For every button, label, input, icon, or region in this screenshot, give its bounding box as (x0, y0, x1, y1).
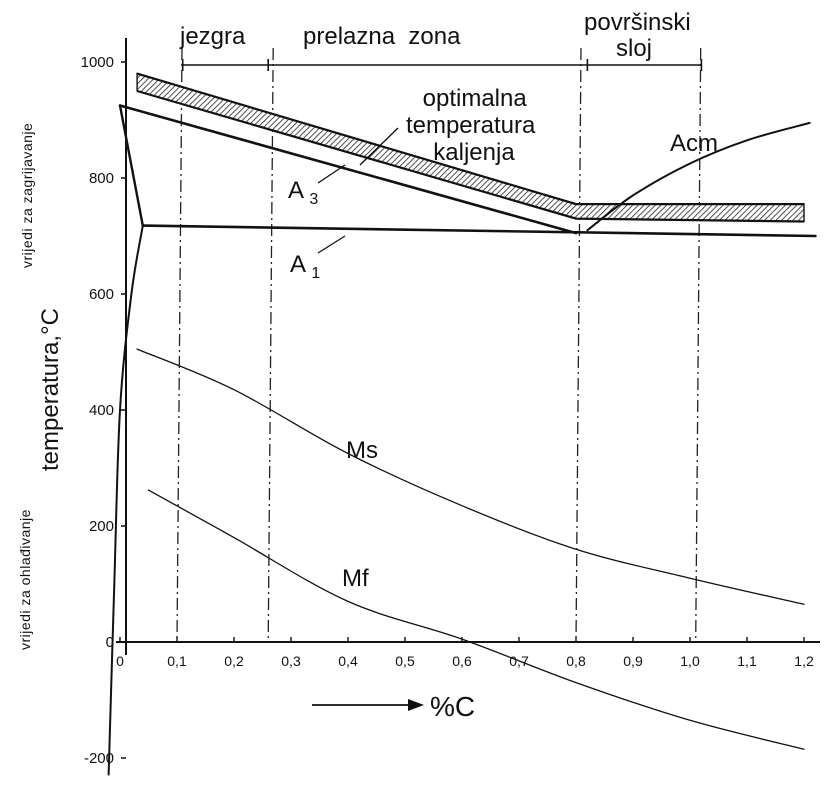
zone-label-prelazna-zona: prelazna zona (303, 23, 461, 50)
series-line-a1 (141, 224, 817, 238)
a3-leader (317, 164, 346, 184)
series-line-a3 (118, 104, 578, 235)
series-label-acm: Acm (670, 130, 718, 157)
zone-divider-3 (695, 47, 702, 643)
x-tick-label-2: 0,2 (224, 653, 244, 669)
series-label-mf: Mf (342, 565, 369, 592)
series-label-a3: A 3 (288, 177, 318, 208)
y-tick-label-2: 600 (89, 286, 114, 303)
x-tick-label-4: 0,4 (338, 653, 358, 669)
x-tick-label-8: 0,8 (566, 653, 586, 669)
y-side-label-heating: vrijedi za zagrijavanje (19, 123, 35, 268)
x-tick-label-9: 0,9 (623, 653, 643, 669)
y-tick-label-5: 0 (106, 634, 114, 651)
zone-label-sloj: sloj (616, 35, 652, 62)
zone-label-jezgra: jezgra (179, 23, 246, 50)
optimal-hardening-band (136, 72, 805, 223)
optimal-band-leader (359, 127, 399, 166)
series-line-acm (586, 121, 811, 232)
optimal-band-lower (136, 89, 805, 223)
x-tick-label-1: 0,1 (167, 653, 187, 669)
x-tick-label-6: 0,6 (452, 653, 472, 669)
labels (317, 164, 346, 254)
x-tick-label-5: 0,5 (395, 653, 415, 669)
x-tick-label-11: 1,1 (737, 653, 757, 669)
zone-label-povrsinski: površinski (584, 9, 691, 36)
y-axis-title: temperatura,°C (37, 308, 64, 471)
y-side-label-cooling: vrijedi za ohlađivanje (17, 509, 33, 650)
x-tick-label-0: 0 (116, 653, 124, 669)
optimal-band-upper (136, 72, 804, 206)
y-tick-label-6: -200 (84, 750, 114, 767)
optimal-band-label: optimalna temperatura kaljenja (406, 85, 542, 166)
x-axis-title-arrowhead (408, 699, 424, 711)
series-label-a1: A 1 (290, 251, 320, 282)
boundary-line-1 (107, 225, 144, 776)
series-line-ms (136, 348, 805, 605)
y-tick-label-1: 800 (89, 170, 114, 187)
boundary-line-0 (118, 105, 144, 226)
y-tick-label-4: 200 (89, 518, 114, 535)
y-tick-label-0: 1000 (81, 54, 114, 71)
x-tick-label-3: 0,3 (281, 653, 301, 669)
series-line-mf (147, 489, 805, 750)
zone-divider-2 (575, 47, 582, 643)
a1-leader (317, 235, 346, 254)
x-axis-title: %C (430, 691, 475, 722)
y-tick-label-3: 400 (89, 402, 114, 419)
x-tick-label-10: 1,0 (680, 653, 700, 669)
zone-divider-0 (176, 47, 183, 643)
x-tick-label-12: 1,2 (794, 653, 814, 669)
series-label-ms: Ms (346, 437, 378, 464)
zone-divider-1 (267, 47, 274, 643)
series-lines (107, 104, 817, 776)
